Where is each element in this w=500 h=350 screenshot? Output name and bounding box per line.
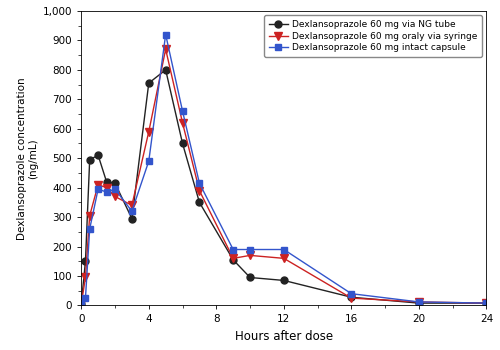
Dexlansoprazole 60 mg intact capsule — [348, 292, 354, 296]
Dexlansoprazole 60 mg via NG tube — [348, 295, 354, 299]
Line: Dexlansoprazole 60 mg via NG tube: Dexlansoprazole 60 mg via NG tube — [78, 66, 490, 307]
Dexlansoprazole 60 mg intact capsule — [129, 209, 135, 213]
Dexlansoprazole 60 mg oraly via syringe — [196, 189, 202, 193]
Dexlansoprazole 60 mg intact capsule — [162, 33, 168, 37]
Dexlansoprazole 60 mg intact capsule — [112, 187, 118, 191]
Dexlansoprazole 60 mg oraly via syringe — [82, 275, 88, 280]
Dexlansoprazole 60 mg via NG tube — [247, 275, 253, 280]
Dexlansoprazole 60 mg oraly via syringe — [95, 183, 101, 187]
Dexlansoprazole 60 mg via NG tube — [82, 259, 88, 264]
Dexlansoprazole 60 mg oraly via syringe — [230, 256, 236, 260]
Dexlansoprazole 60 mg oraly via syringe — [146, 130, 152, 134]
Dexlansoprazole 60 mg via NG tube — [281, 278, 287, 282]
Dexlansoprazole 60 mg via NG tube — [112, 181, 118, 186]
Dexlansoprazole 60 mg via NG tube — [129, 217, 135, 221]
Dexlansoprazole 60 mg oraly via syringe — [112, 194, 118, 198]
Dexlansoprazole 60 mg intact capsule — [78, 302, 84, 306]
Dexlansoprazole 60 mg oraly via syringe — [129, 203, 135, 208]
Dexlansoprazole 60 mg via NG tube — [416, 301, 422, 305]
Dexlansoprazole 60 mg intact capsule — [146, 159, 152, 163]
Dexlansoprazole 60 mg intact capsule — [95, 187, 101, 191]
Legend: Dexlansoprazole 60 mg via NG tube, Dexlansoprazole 60 mg oraly via syringe, Dexl: Dexlansoprazole 60 mg via NG tube, Dexla… — [264, 15, 482, 57]
Dexlansoprazole 60 mg oraly via syringe — [180, 121, 186, 125]
Dexlansoprazole 60 mg oraly via syringe — [104, 186, 110, 190]
Dexlansoprazole 60 mg intact capsule — [230, 247, 236, 252]
Dexlansoprazole 60 mg intact capsule — [86, 227, 92, 231]
Dexlansoprazole 60 mg oraly via syringe — [348, 296, 354, 300]
Dexlansoprazole 60 mg oraly via syringe — [162, 47, 168, 51]
Dexlansoprazole 60 mg oraly via syringe — [416, 300, 422, 304]
Dexlansoprazole 60 mg via NG tube — [146, 81, 152, 85]
Dexlansoprazole 60 mg via NG tube — [180, 141, 186, 146]
X-axis label: Hours after dose: Hours after dose — [235, 330, 333, 343]
Dexlansoprazole 60 mg oraly via syringe — [86, 214, 92, 218]
Dexlansoprazole 60 mg oraly via syringe — [281, 256, 287, 260]
Dexlansoprazole 60 mg intact capsule — [247, 247, 253, 252]
Y-axis label: Dexlansoprazole concentration
(ng/mL): Dexlansoprazole concentration (ng/mL) — [17, 77, 38, 239]
Line: Dexlansoprazole 60 mg oraly via syringe: Dexlansoprazole 60 mg oraly via syringe — [77, 45, 490, 308]
Dexlansoprazole 60 mg oraly via syringe — [484, 301, 490, 305]
Dexlansoprazole 60 mg intact capsule — [180, 109, 186, 113]
Dexlansoprazole 60 mg intact capsule — [484, 301, 490, 305]
Dexlansoprazole 60 mg via NG tube — [162, 68, 168, 72]
Dexlansoprazole 60 mg intact capsule — [416, 300, 422, 304]
Dexlansoprazole 60 mg via NG tube — [196, 200, 202, 204]
Dexlansoprazole 60 mg intact capsule — [104, 190, 110, 194]
Dexlansoprazole 60 mg oraly via syringe — [78, 302, 84, 306]
Dexlansoprazole 60 mg via NG tube — [95, 153, 101, 158]
Dexlansoprazole 60 mg intact capsule — [82, 296, 88, 300]
Dexlansoprazole 60 mg oraly via syringe — [247, 253, 253, 258]
Dexlansoprazole 60 mg via NG tube — [104, 180, 110, 184]
Dexlansoprazole 60 mg via NG tube — [230, 258, 236, 262]
Dexlansoprazole 60 mg intact capsule — [281, 247, 287, 252]
Dexlansoprazole 60 mg via NG tube — [484, 301, 490, 305]
Dexlansoprazole 60 mg intact capsule — [196, 181, 202, 186]
Dexlansoprazole 60 mg via NG tube — [78, 302, 84, 306]
Line: Dexlansoprazole 60 mg intact capsule: Dexlansoprazole 60 mg intact capsule — [78, 31, 490, 307]
Dexlansoprazole 60 mg via NG tube — [86, 158, 92, 162]
